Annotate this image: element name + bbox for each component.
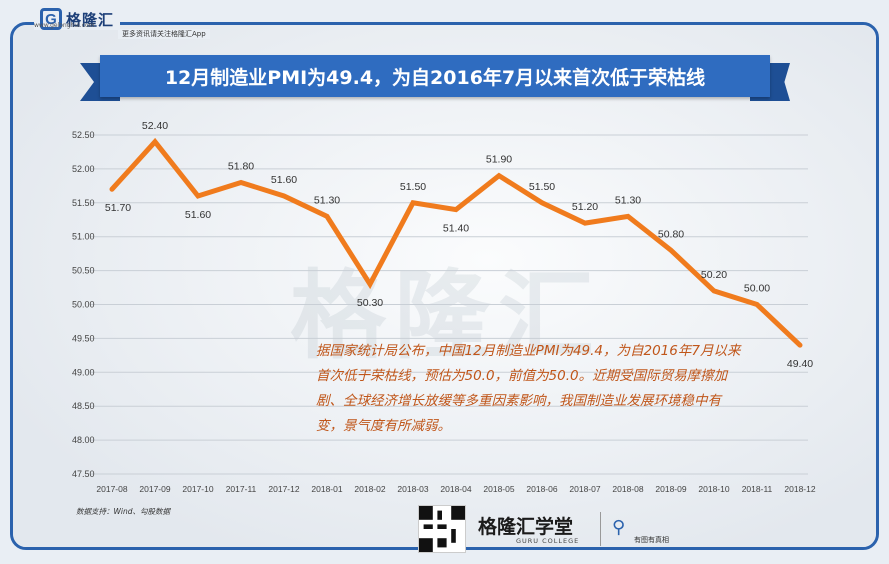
x-tick-label: 2018-09 — [655, 484, 686, 494]
data-label: 50.20 — [701, 269, 727, 281]
logo-name: 格隆汇 — [66, 10, 115, 29]
data-label: 51.60 — [271, 174, 297, 186]
y-tick-label: 52.50 — [72, 130, 95, 140]
y-tick-label: 52.00 — [72, 164, 95, 174]
logo: G 格隆汇 — [34, 8, 121, 30]
data-label: 51.20 — [572, 201, 598, 213]
x-tick-label: 2017-10 — [182, 484, 213, 494]
y-tick-label: 50.50 — [72, 266, 95, 276]
y-tick-label: 51.00 — [72, 232, 95, 242]
y-tick-label: 49.50 — [72, 333, 95, 343]
data-source: 数据支持：Wind、勾股数据 — [76, 507, 171, 516]
footer-badge: 有图有真相 — [634, 536, 669, 544]
y-tick-label: 49.00 — [72, 367, 95, 377]
logo-tagline: 更多资讯请关注格隆汇App — [118, 29, 210, 39]
data-label: 52.40 — [142, 120, 168, 132]
x-tick-label: 2018-02 — [354, 484, 385, 494]
chart-frame — [10, 22, 879, 550]
x-tick-label: 2017-11 — [226, 484, 257, 494]
data-label: 50.80 — [658, 228, 684, 240]
data-label: 50.00 — [744, 283, 770, 295]
data-label: 51.50 — [400, 181, 426, 193]
data-label: 51.60 — [185, 209, 211, 221]
data-label: 49.40 — [787, 358, 813, 370]
logo-site: www.gelonghui.com — [34, 22, 95, 29]
chart-title: 12月制造业PMI为49.4，为自2016年7月以来首次低于荣枯线 — [100, 55, 770, 97]
logo-g-icon: G — [40, 8, 62, 30]
footer-brand-sub: GURU COLLEGE — [516, 537, 580, 545]
y-tick-label: 48.00 — [72, 435, 95, 445]
x-tick-label: 2018-08 — [612, 484, 643, 494]
x-tick-label: 2018-11 — [742, 484, 773, 494]
x-tick-label: 2018-10 — [698, 484, 729, 494]
y-tick-label: 48.50 — [72, 401, 95, 411]
watermark: 格隆汇 — [290, 260, 602, 372]
footer-divider — [600, 512, 601, 546]
y-tick-label: 50.00 — [72, 300, 95, 310]
y-tick-label: 47.50 — [72, 469, 95, 479]
data-label: 51.30 — [615, 194, 641, 206]
x-tick-label: 2018-12 — [784, 484, 815, 494]
data-label: 51.90 — [486, 154, 512, 166]
x-tick-label: 2018-05 — [483, 484, 514, 494]
footer-brand: 格隆汇学堂 — [478, 516, 574, 538]
qr-code-icon — [418, 505, 466, 553]
x-tick-label: 2018-04 — [440, 484, 471, 494]
data-label: 51.30 — [314, 194, 340, 206]
x-tick-label: 2018-03 — [397, 484, 428, 494]
x-tick-label: 2018-01 — [311, 484, 342, 494]
data-label: 51.50 — [529, 181, 555, 193]
data-label: 51.40 — [443, 223, 469, 235]
x-tick-label: 2017-12 — [268, 484, 299, 494]
x-tick-label: 2018-06 — [526, 484, 557, 494]
data-label: 51.80 — [228, 160, 254, 172]
data-label: 51.70 — [105, 202, 131, 214]
series-line — [109, 137, 803, 348]
magnifier-chart-icon: ⚲ — [612, 517, 626, 538]
data-label: 50.30 — [357, 297, 383, 309]
annotation-text: 据国家统计局公布，中国12月制造业PMI为49.4，为自2016年7月以来首次低… — [316, 343, 741, 434]
y-tick-label: 51.50 — [72, 198, 95, 208]
x-tick-label: 2017-08 — [96, 484, 127, 494]
x-tick-label: 2017-09 — [139, 484, 170, 494]
x-tick-label: 2018-07 — [569, 484, 600, 494]
